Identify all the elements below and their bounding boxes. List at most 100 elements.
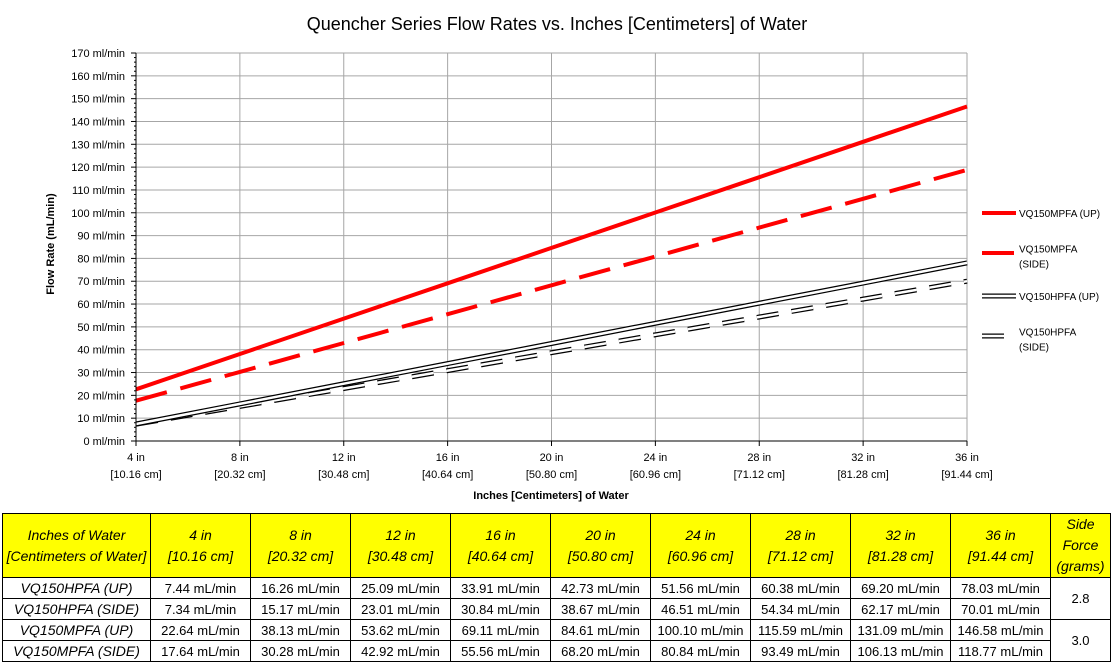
table-cell: 118.77 mL/min [950,640,1051,662]
y-tick-label: 80 ml/min [77,253,125,265]
column-header: 8 in [20.32 cm] [250,513,351,578]
row-label: VQ150MPFA (SIDE) [2,640,151,662]
table-cell: 68.20 mL/min [550,640,651,662]
legend: VQ150MPFA (UP) VQ150MPFA (SIDE) VQ150HPFA (… [982,209,1100,354]
x-tick-label: 36 in [955,452,979,464]
legend-label: VQ150MPFA (UP) [1019,209,1100,220]
header-text: [50.80 cm] [567,547,634,564]
x-tick-label: 20 in [540,452,564,464]
table-cell: 30.84 mL/min [450,598,551,620]
chart-title: Quencher Series Flow Rates vs. Inches [C… [307,14,808,34]
header-text: [10.16 cm] [167,547,234,564]
table-cell: 51.56 mL/min [650,577,751,599]
column-header: 32 in [81.28 cm] [850,513,951,578]
header-text: [Centimeters of Water] [6,547,147,564]
table-row: VQ150MPFA (UP) 22.64 mL/min 38.13 mL/min 53… [2,619,1111,662]
table-cell: 69.20 mL/min [850,577,951,599]
legend-label: VQ150MPFA [1019,245,1078,256]
chart-area: Quencher Series Flow Rates vs. Inches [C… [45,14,1100,502]
table-cell: 17.64 mL/min [150,640,251,662]
x-tick-sublabel: [91.44 cm] [941,469,992,481]
y-tick-label: 40 ml/min [77,345,125,357]
series-vq150mpfa-up [135,104,968,392]
legend-label: (SIDE) [1019,343,1049,354]
column-header: 36 in [91.44 cm] [950,513,1051,578]
table-cell: 42.92 mL/min [350,640,451,662]
table-cell: 23.01 mL/min [350,598,451,620]
y-tick-label: 120 ml/min [71,162,125,174]
column-header: 16 in [40.64 cm] [450,513,551,578]
y-tick-label: 20 ml/min [77,390,125,402]
x-tick-label: 32 in [851,452,875,464]
line-chart: Quencher Series Flow Rates vs. Inches [C… [45,14,1100,502]
table-cell: 62.17 mL/min [850,598,951,620]
header-text: (grams) [1056,558,1105,574]
y-tick-label: 50 ml/min [77,322,125,334]
row-label: VQ150MPFA (UP) [2,619,151,641]
table-cell: 84.61 mL/min [550,619,651,641]
axes: 0 ml/min 10 ml/min 20 ml/min 30 ml/min 40 ml… [71,48,992,481]
y-tick-label: 160 ml/min [71,71,125,83]
table-cell: 100.10 mL/min [650,619,751,641]
y-tick-label: 100 ml/min [71,208,125,220]
header-text: 12 in [385,526,416,543]
table-cell: 78.03 mL/min [950,577,1051,599]
header-text: [91.44 cm] [967,547,1034,564]
table-cell: 146.58 mL/min [950,619,1051,641]
table-cell: 16.26 mL/min [250,577,351,599]
series-vq150hpfa-side [135,278,968,427]
x-tick-sublabel: [71.12 cm] [734,469,785,481]
header-row-label: Inches of Water [Centimeters of Water] [2,513,151,578]
x-tick-label: 4 in [127,452,145,464]
y-tick-label: 70 ml/min [77,276,125,288]
header-text: 16 in [485,526,516,543]
header-text: [81.28 cm] [867,547,934,564]
y-tick-label: 110 ml/min [72,185,125,197]
table-cell: 7.44 mL/min [150,577,251,599]
header-text: 20 in [585,526,616,543]
header-text: 8 in [289,526,312,543]
x-tick-sublabel: [10.16 cm] [110,469,161,481]
table-cell: 55.56 mL/min [450,640,551,662]
legend-label: (SIDE) [1019,260,1049,271]
data-table: Inches of Water [Centimeters of Water] 4 i… [2,513,1111,662]
x-tick-sublabel: [30.48 cm] [318,469,369,481]
header-text: [20.32 cm] [267,547,334,564]
x-tick-label: 28 in [747,452,771,464]
series-vq150hpfa-up-core [135,261,968,426]
side-force-cell: 3.0 [1050,619,1111,662]
legend-label: VQ150HPFA [1019,328,1077,339]
table-cell: 30.28 mL/min [250,640,351,662]
table-row: VQ150HPFA (UP) 7.44 mL/min 16.26 mL/min 25.… [2,577,1111,620]
table-row: VQ150MPFA (SIDE) 17.64 mL/min 30.28 mL/min… [2,640,1111,662]
y-tick-label: 10 ml/min [77,413,125,425]
series-vq150mpfa-side [135,167,968,403]
table-cell: 15.17 mL/min [250,598,351,620]
series-vq150mpfa-side-line [135,167,968,403]
table-cell: 54.34 mL/min [750,598,851,620]
table-cell: 53.62 mL/min [350,619,451,641]
x-tick-label: 12 in [332,452,356,464]
legend-label: VQ150HPFA (UP) [1019,292,1099,303]
table-cell: 80.84 mL/min [650,640,751,662]
header-text: [30.48 cm] [367,547,434,564]
header-text: 32 in [885,526,916,543]
y-tick-label: 130 ml/min [71,139,125,151]
header-text: [40.64 cm] [467,547,534,564]
series-vq150mpfa-up-line [135,104,968,392]
header-text: 4 in [189,526,212,543]
header-text: 28 in [785,526,816,543]
table-cell: 106.13 mL/min [850,640,951,662]
table-cell: 46.51 mL/min [650,598,751,620]
header-text: Side [1066,516,1095,532]
grid [136,52,968,441]
y-axis-label: Flow Rate (mL/min) [45,193,57,295]
row-label: VQ150HPFA (UP) [2,577,151,599]
column-header: 20 in [50.80 cm] [550,513,651,578]
table-cell: 70.01 mL/min [950,598,1051,620]
table-cell: 38.67 mL/min [550,598,651,620]
x-tick-sublabel: [60.96 cm] [630,469,681,481]
y-tick-label: 30 ml/min [77,368,125,380]
y-tick-label: 90 ml/min [77,231,125,243]
series-vq150hpfa-side-core [135,279,968,426]
